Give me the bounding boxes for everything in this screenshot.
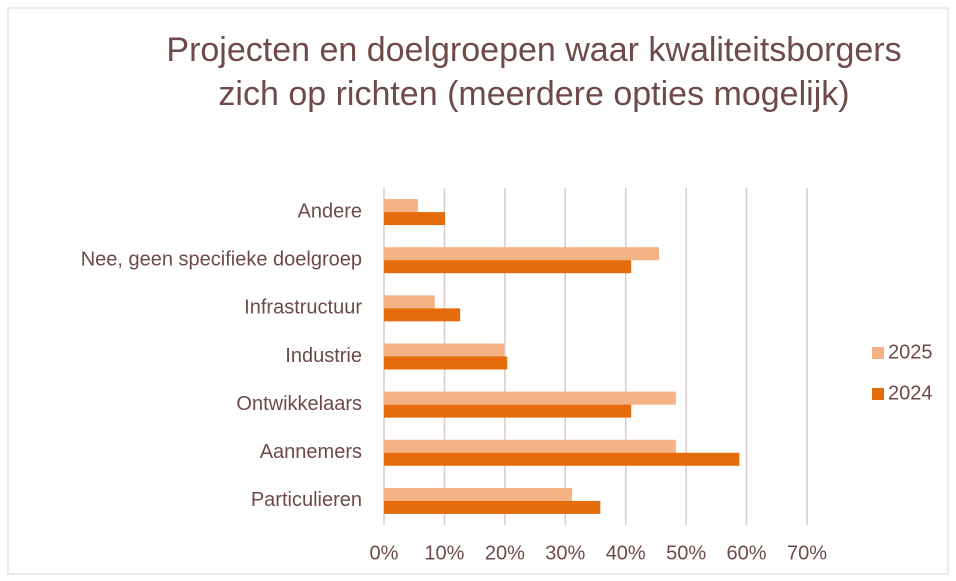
- bar: [384, 391, 676, 405]
- bar: [384, 260, 632, 274]
- bar: [384, 452, 740, 466]
- x-tick-label: 60%: [727, 542, 767, 564]
- legend-label: 2025: [888, 341, 933, 363]
- y-tick-label: Industrie: [285, 345, 362, 367]
- bar: [384, 212, 446, 226]
- bar: [384, 295, 435, 309]
- legend-swatch: [872, 347, 884, 359]
- bar: [384, 247, 659, 261]
- bar: [384, 356, 508, 370]
- bar: [384, 404, 632, 418]
- x-tick-label: 40%: [606, 542, 646, 564]
- y-tick-label: Particulieren: [251, 489, 362, 511]
- y-tick-label: Nee, geen specifieke doelgroep: [81, 248, 362, 270]
- bar: [384, 439, 676, 453]
- y-tick-label: Andere: [298, 200, 363, 222]
- legend-label: 2024: [888, 382, 933, 404]
- y-tick-label: Ontwikkelaars: [236, 393, 362, 415]
- x-tick-label: 10%: [424, 542, 464, 564]
- x-tick-label: 70%: [787, 542, 827, 564]
- bar: [384, 199, 418, 213]
- bar: [384, 500, 601, 514]
- bar: [384, 308, 461, 322]
- x-tick-label: 50%: [666, 542, 706, 564]
- bar: [384, 343, 505, 357]
- legend-swatch: [872, 388, 884, 400]
- y-tick-label: Infrastructuur: [244, 297, 362, 319]
- x-tick-label: 0%: [370, 542, 399, 564]
- chart-border: [7, 7, 949, 575]
- bar: [384, 487, 572, 501]
- y-tick-label: Aannemers: [260, 441, 362, 463]
- chart-title: Projecten en doelgroepen waar kwaliteits…: [166, 31, 902, 113]
- x-tick-label: 20%: [485, 542, 525, 564]
- x-tick-label: 30%: [545, 542, 585, 564]
